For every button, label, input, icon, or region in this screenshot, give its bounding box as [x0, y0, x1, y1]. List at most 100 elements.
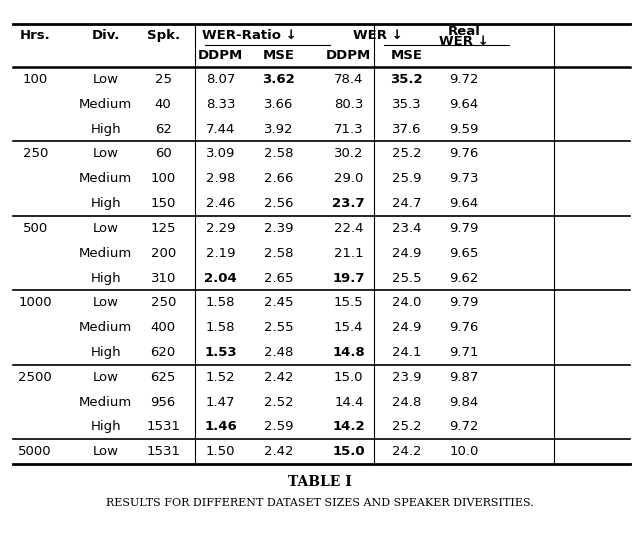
- Text: WER-Ratio ↓: WER-Ratio ↓: [202, 29, 297, 42]
- Text: 9.64: 9.64: [449, 197, 479, 210]
- Text: 1.50: 1.50: [206, 445, 236, 458]
- Text: 9.62: 9.62: [449, 272, 479, 285]
- Text: 35.2: 35.2: [390, 73, 422, 86]
- Text: RESULTS FOR DIFFERENT DATASET SIZES AND SPEAKER DIVERSITIES.: RESULTS FOR DIFFERENT DATASET SIZES AND …: [106, 498, 534, 507]
- Text: 620: 620: [150, 346, 176, 359]
- Text: 2.58: 2.58: [264, 247, 293, 260]
- Text: Medium: Medium: [79, 98, 132, 111]
- Text: 2.59: 2.59: [264, 420, 293, 433]
- Text: 19.7: 19.7: [333, 272, 365, 285]
- Text: 1.58: 1.58: [206, 296, 236, 309]
- Text: 1.58: 1.58: [206, 321, 236, 334]
- Text: 14.2: 14.2: [333, 420, 365, 433]
- Text: DDPM: DDPM: [198, 49, 243, 62]
- Text: Low: Low: [93, 296, 118, 309]
- Text: 23.7: 23.7: [333, 197, 365, 210]
- Text: 15.5: 15.5: [334, 296, 364, 309]
- Text: 25.2: 25.2: [392, 147, 421, 161]
- Text: WER ↓: WER ↓: [439, 35, 489, 48]
- Text: 400: 400: [150, 321, 176, 334]
- Text: 3.09: 3.09: [206, 147, 236, 161]
- Text: Low: Low: [93, 73, 118, 86]
- Text: 2500: 2500: [19, 371, 52, 384]
- Text: High: High: [90, 197, 121, 210]
- Text: 23.4: 23.4: [392, 222, 421, 235]
- Text: 9.79: 9.79: [449, 296, 479, 309]
- Text: 24.2: 24.2: [392, 445, 421, 458]
- Text: 3.66: 3.66: [264, 98, 293, 111]
- Text: 71.3: 71.3: [334, 123, 364, 136]
- Text: Medium: Medium: [79, 395, 132, 408]
- Text: 24.1: 24.1: [392, 346, 421, 359]
- Text: 35.3: 35.3: [392, 98, 421, 111]
- Text: 10.0: 10.0: [449, 445, 479, 458]
- Text: 125: 125: [150, 222, 176, 235]
- Text: MSE: MSE: [390, 49, 422, 62]
- Text: 22.4: 22.4: [334, 222, 364, 235]
- Text: 9.71: 9.71: [449, 346, 479, 359]
- Text: 250: 250: [150, 296, 176, 309]
- Text: High: High: [90, 420, 121, 433]
- Text: 62: 62: [155, 123, 172, 136]
- Text: High: High: [90, 123, 121, 136]
- Text: 100: 100: [150, 172, 176, 185]
- Text: 100: 100: [22, 73, 48, 86]
- Text: 23.9: 23.9: [392, 371, 421, 384]
- Text: 1.46: 1.46: [204, 420, 237, 433]
- Text: 37.6: 37.6: [392, 123, 421, 136]
- Text: 310: 310: [150, 272, 176, 285]
- Text: 9.73: 9.73: [449, 172, 479, 185]
- Text: 2.45: 2.45: [264, 296, 293, 309]
- Text: Medium: Medium: [79, 247, 132, 260]
- Text: 40: 40: [155, 98, 172, 111]
- Text: Low: Low: [93, 445, 118, 458]
- Text: 1531: 1531: [146, 445, 180, 458]
- Text: 956: 956: [150, 395, 176, 408]
- Text: 30.2: 30.2: [334, 147, 364, 161]
- Text: 15.4: 15.4: [334, 321, 364, 334]
- Text: 200: 200: [150, 247, 176, 260]
- Text: 15.0: 15.0: [333, 445, 365, 458]
- Text: 60: 60: [155, 147, 172, 161]
- Text: 2.29: 2.29: [206, 222, 236, 235]
- Text: 15.0: 15.0: [334, 371, 364, 384]
- Text: 21.1: 21.1: [334, 247, 364, 260]
- Text: Spk.: Spk.: [147, 29, 180, 42]
- Text: Low: Low: [93, 222, 118, 235]
- Text: 2.98: 2.98: [206, 172, 236, 185]
- Text: Div.: Div.: [92, 29, 120, 42]
- Text: 2.66: 2.66: [264, 172, 293, 185]
- Text: 2.65: 2.65: [264, 272, 293, 285]
- Text: DDPM: DDPM: [326, 49, 371, 62]
- Text: 3.92: 3.92: [264, 123, 293, 136]
- Text: 24.9: 24.9: [392, 247, 421, 260]
- Text: 9.65: 9.65: [449, 247, 479, 260]
- Text: Medium: Medium: [79, 172, 132, 185]
- Text: WER ↓: WER ↓: [353, 29, 403, 42]
- Text: High: High: [90, 272, 121, 285]
- Text: TABLE I: TABLE I: [288, 475, 352, 489]
- Text: 5000: 5000: [19, 445, 52, 458]
- Text: 25.2: 25.2: [392, 420, 421, 433]
- Text: Low: Low: [93, 147, 118, 161]
- Text: 9.76: 9.76: [449, 147, 479, 161]
- Text: Low: Low: [93, 371, 118, 384]
- Text: 8.07: 8.07: [206, 73, 236, 86]
- Text: 2.52: 2.52: [264, 395, 293, 408]
- Text: 150: 150: [150, 197, 176, 210]
- Text: 9.72: 9.72: [449, 420, 479, 433]
- Text: 2.58: 2.58: [264, 147, 293, 161]
- Text: Real: Real: [447, 24, 481, 37]
- Text: 14.8: 14.8: [332, 346, 365, 359]
- Text: 9.59: 9.59: [449, 123, 479, 136]
- Text: 1.52: 1.52: [206, 371, 236, 384]
- Text: 2.19: 2.19: [206, 247, 236, 260]
- Text: 2.46: 2.46: [206, 197, 236, 210]
- Text: 1000: 1000: [19, 296, 52, 309]
- Text: 9.79: 9.79: [449, 222, 479, 235]
- Text: 2.04: 2.04: [204, 272, 237, 285]
- Text: 1.53: 1.53: [205, 346, 237, 359]
- Text: 2.48: 2.48: [264, 346, 293, 359]
- Text: 7.44: 7.44: [206, 123, 236, 136]
- Text: 625: 625: [150, 371, 176, 384]
